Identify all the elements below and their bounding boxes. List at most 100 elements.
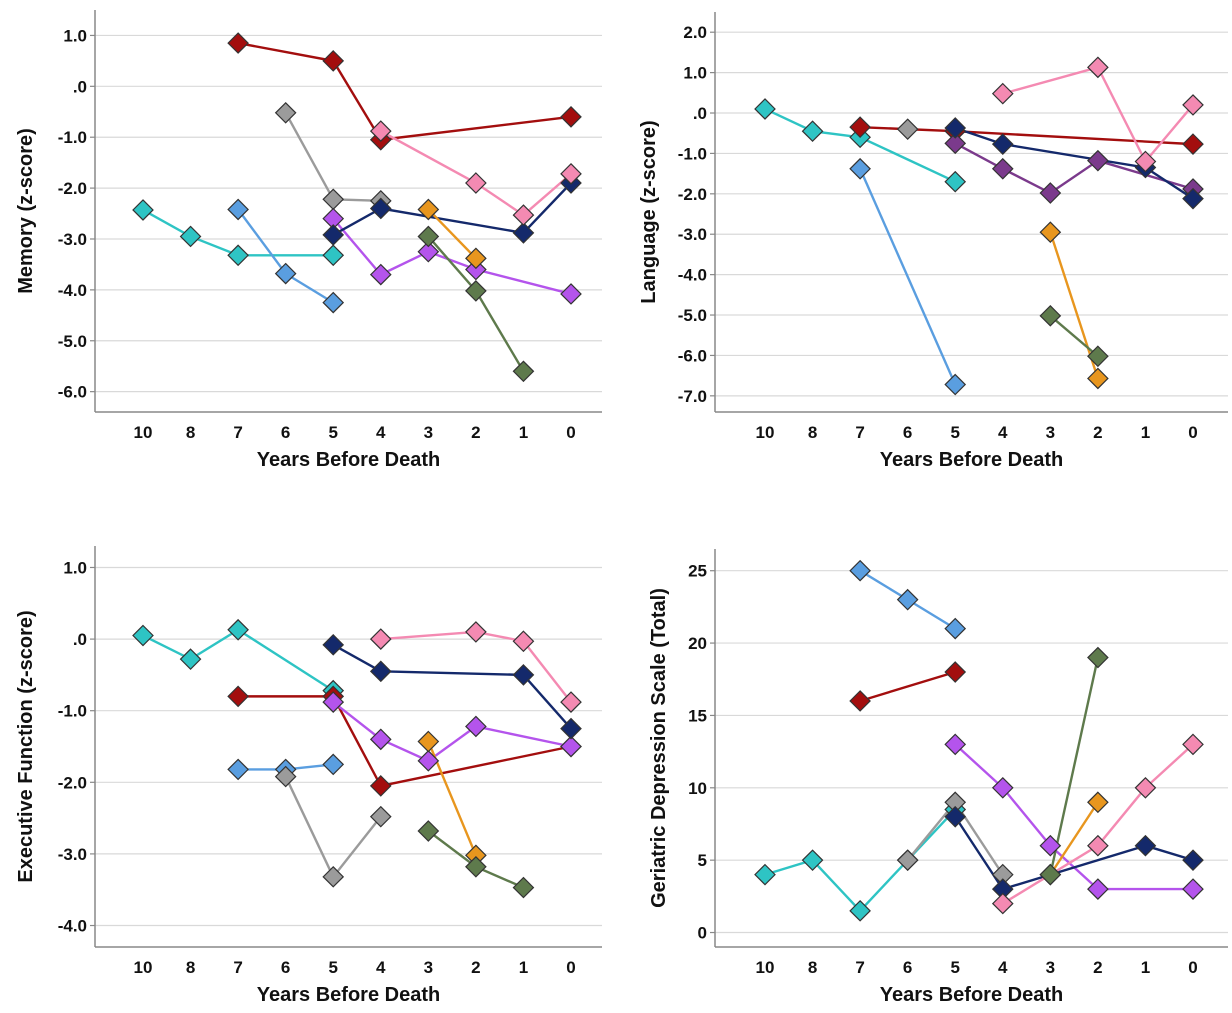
data-point: [179, 225, 202, 248]
data-point: [132, 199, 154, 221]
y-axis-title: Memory (z-score): [15, 128, 37, 294]
data-point: [1134, 150, 1157, 173]
data-point: [1087, 791, 1109, 814]
series-line: [1049, 801, 1099, 876]
data-point: [274, 765, 297, 788]
data-point: [560, 283, 582, 305]
data-point: [849, 157, 871, 180]
data-point: [944, 733, 967, 756]
x-tick-label: 5: [328, 423, 337, 442]
series-line: [142, 628, 334, 692]
x-tick-label: 4: [998, 958, 1008, 977]
x-tick-label: 6: [281, 423, 290, 442]
data-point: [1039, 221, 1062, 244]
y-tick-label: 10: [688, 779, 707, 798]
y-tick-label: -4.0: [58, 281, 87, 300]
series-line: [954, 126, 1194, 200]
data-point: [1087, 367, 1109, 390]
data-point: [1087, 834, 1109, 857]
x-tick-label: 7: [855, 423, 864, 442]
data-point: [896, 588, 919, 611]
x-tick-label: 2: [471, 423, 480, 442]
data-point: [322, 865, 345, 888]
data-point: [512, 876, 535, 899]
series-line: [1049, 657, 1100, 875]
x-axis-title: Years Before Death: [257, 984, 440, 1006]
x-tick-label: 7: [233, 423, 242, 442]
data-point: [1039, 182, 1062, 204]
y-tick-label: -7.0: [678, 387, 707, 406]
data-point: [465, 855, 487, 878]
y-tick-label: 2.0: [683, 23, 707, 42]
x-tick-label: 6: [903, 958, 912, 977]
data-point: [417, 225, 440, 248]
data-point: [991, 892, 1014, 915]
data-point: [801, 849, 824, 872]
x-tick-label: 10: [756, 423, 775, 442]
series-line: [332, 217, 572, 296]
y-tick-label: 1.0: [63, 558, 87, 577]
x-tick-label: 8: [186, 958, 195, 977]
data-point: [944, 373, 967, 396]
y-tick-label: -2.0: [58, 179, 87, 198]
data-point: [944, 170, 967, 193]
y-tick-label: -5.0: [58, 332, 87, 351]
x-tick-label: 8: [808, 958, 817, 977]
x-tick-label: 10: [134, 958, 153, 977]
y-tick-label: -6.0: [678, 346, 707, 365]
data-point: [465, 172, 487, 194]
y-tick-label: .0: [73, 77, 87, 96]
data-point: [944, 117, 967, 139]
series-line: [859, 168, 957, 386]
series-line: [237, 41, 572, 142]
data-point: [369, 628, 392, 650]
y-tick-label: 1.0: [63, 26, 87, 45]
x-axis-title: Years Before Death: [880, 449, 1063, 471]
y-tick-label: .0: [693, 104, 707, 123]
y-tick-label: 15: [688, 706, 707, 725]
data-point: [369, 120, 392, 142]
data-point: [512, 204, 535, 226]
data-point: [944, 132, 967, 155]
data-point: [322, 753, 345, 776]
memory-chart-panel: 1.0.0-1.0-2.0-3.0-4.0-5.0-6.010 8 7 6 5 4 3 2 1 0…: [15, 10, 602, 471]
data-point: [369, 728, 392, 751]
series-line: [954, 142, 1194, 195]
data-point: [1039, 304, 1062, 327]
y-tick-label: -2.0: [58, 773, 87, 792]
data-point: [322, 291, 345, 314]
x-tick-label: 2: [1093, 423, 1102, 442]
data-point: [944, 805, 967, 828]
series-line: [380, 630, 572, 703]
series-line: [954, 816, 1194, 891]
x-tick-label: 3: [1046, 423, 1055, 442]
data-point: [1182, 733, 1204, 756]
data-point: [322, 50, 345, 72]
x-tick-label: 2: [471, 958, 480, 977]
series-line: [332, 182, 572, 236]
data-point: [465, 258, 487, 281]
series-line: [427, 208, 477, 260]
data-point: [465, 247, 487, 270]
data-point: [417, 198, 440, 221]
data-point: [227, 198, 249, 221]
x-tick-label: 4: [376, 958, 386, 977]
language-chart-panel: 2.01.0.0-1.0-2.0-3.0-4.0-5.0-6.0-7.010 8 7…: [638, 12, 1228, 471]
data-point: [1182, 187, 1204, 210]
y-tick-label: -3.0: [58, 230, 87, 249]
data-point: [179, 648, 202, 670]
data-point: [1039, 863, 1062, 886]
x-tick-label: 4: [998, 423, 1008, 442]
data-point: [417, 749, 440, 772]
x-tick-label: 5: [950, 423, 959, 442]
x-axis-title: Years Before Death: [880, 984, 1063, 1006]
x-tick-label: 7: [855, 958, 864, 977]
data-point: [896, 849, 919, 872]
x-tick-label: 2: [1093, 958, 1102, 977]
data-point: [465, 621, 487, 643]
data-point: [322, 188, 345, 211]
y-tick-label: -3.0: [678, 225, 707, 244]
x-tick-label: 1: [1141, 958, 1150, 977]
